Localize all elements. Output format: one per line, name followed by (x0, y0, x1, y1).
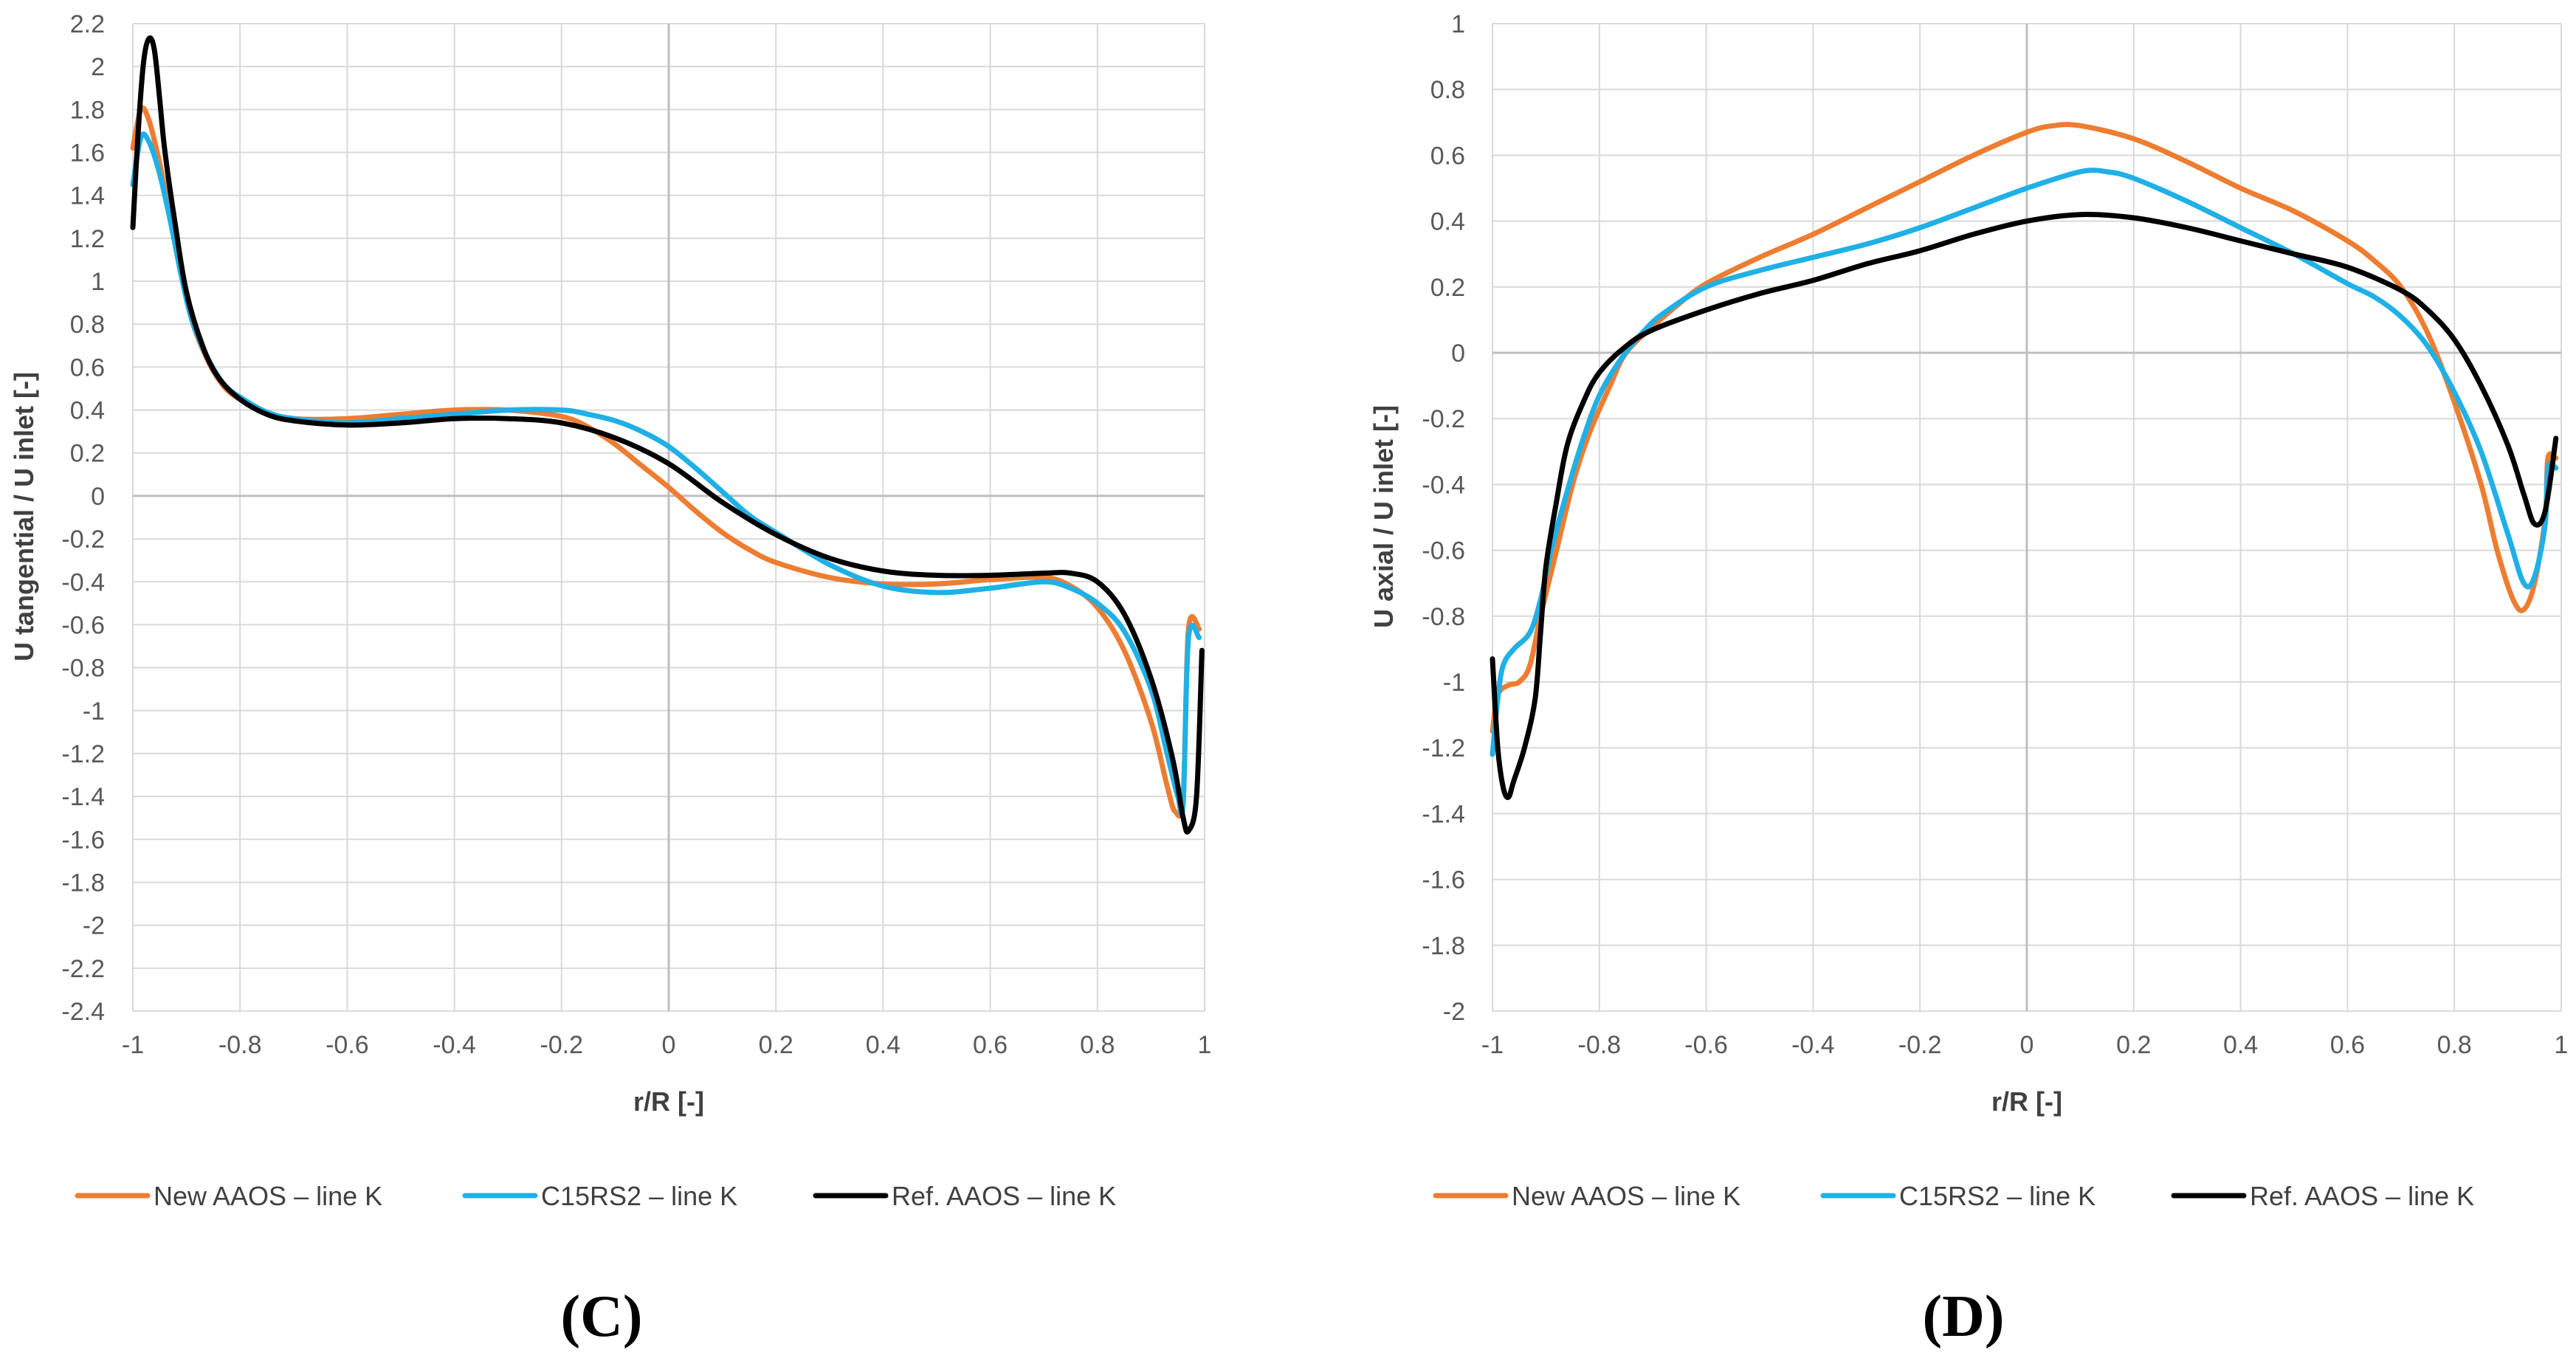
x-tick-label: -0.8 (1578, 1031, 1622, 1059)
x-tick-label: -1 (122, 1031, 144, 1059)
y-tick-label: -0.6 (1422, 537, 1465, 565)
chart-c: -1 -0.8 -0.6 -0.4 -0.2 0 0.2 0.4 0.6 0.8 1 2.2 2 1.8 1… (9, 10, 1211, 1349)
y-tick-label: 0.6 (70, 354, 105, 382)
y-tick-label: -0.2 (61, 525, 105, 554)
y-tick-label: 0.2 (1430, 274, 1465, 302)
y-tick-label: 1 (1451, 10, 1465, 38)
y-tick-label: 1.6 (70, 139, 105, 168)
x-tick-label: 0 (2020, 1031, 2034, 1059)
y-tick-label: -2 (83, 912, 105, 940)
y-tick-label: -0.6 (61, 611, 105, 639)
y-tick-label: 0.4 (70, 397, 105, 425)
x-tick-label: 0.2 (759, 1031, 793, 1059)
x-tick-label: -0.4 (1791, 1031, 1835, 1059)
x-tick-label: -0.6 (1684, 1031, 1728, 1059)
y-tick-label: -0.2 (1422, 405, 1465, 433)
y-tick-label: -1.2 (1422, 734, 1465, 762)
x-tick-label: 0.4 (2223, 1031, 2258, 1059)
panel-label: (C) (560, 1284, 642, 1349)
x-tick-label: -0.2 (1898, 1031, 1942, 1059)
y-tick-label: 1.8 (70, 96, 105, 124)
y-tick-label: 2 (91, 53, 105, 81)
y-tick-label: 0.8 (1430, 76, 1465, 104)
y-tick-label: 0 (1451, 340, 1465, 368)
x-tick-label: 0.2 (2116, 1031, 2151, 1059)
x-tick-label: -0.2 (540, 1031, 584, 1059)
y-tick-label: -1.4 (61, 783, 105, 811)
y-tick-label: -2.4 (61, 998, 105, 1026)
x-axis-title: r/R [-] (633, 1086, 704, 1117)
legend-label: C15RS2 – line K (541, 1181, 737, 1211)
x-tick-label: 0.8 (1080, 1031, 1115, 1059)
y-tick-label: -1.6 (61, 826, 105, 854)
y-tick-label: -1.8 (61, 869, 105, 897)
chart-d: -1 -0.8 -0.6 -0.4 -0.2 0 0.2 0.4 0.6 0.8 1 1 0.8 0.6 0… (1368, 10, 2568, 1349)
y-tick-label: -1 (1443, 669, 1465, 697)
y-tick-label: -1.2 (61, 740, 105, 768)
panel-label: (D) (1922, 1284, 2004, 1349)
x-tick-label: 1 (1198, 1031, 1212, 1059)
x-tick-label: -0.4 (433, 1031, 476, 1059)
y-tick-label: 0.8 (70, 311, 105, 339)
series-line (1490, 122, 2559, 734)
y-tick-label: -2 (1443, 998, 1465, 1026)
y-tick-label: -1 (83, 697, 105, 725)
y-tick-label: -2.2 (61, 955, 105, 983)
y-axis-title: U tangential / U inlet [-] (9, 372, 39, 661)
x-axis-title: r/R [-] (1991, 1086, 2062, 1117)
y-tick-label: 1.4 (70, 182, 105, 210)
legend-label: Ref. AAOS – line K (892, 1181, 1116, 1211)
legend-label: Ref. AAOS – line K (2250, 1181, 2474, 1211)
series-line (130, 131, 1202, 818)
y-tick-label: -1.4 (1422, 800, 1465, 828)
x-tick-label: -0.6 (326, 1031, 369, 1059)
x-tick-label: -0.8 (218, 1031, 262, 1059)
y-tick-label: 0.2 (70, 440, 105, 468)
y-tick-label: 0.4 (1430, 208, 1465, 236)
series-line (130, 35, 1205, 835)
y-tick-label: -0.8 (1422, 603, 1465, 631)
x-tick-label: 0 (662, 1031, 676, 1059)
x-tick-label: 0.6 (973, 1031, 1008, 1059)
x-tick-label: -1 (1481, 1031, 1504, 1059)
x-tick-label: 0.4 (866, 1031, 900, 1059)
y-tick-label: 2.2 (70, 10, 105, 38)
y-tick-label: 0.6 (1430, 142, 1465, 170)
y-tick-label: 1.2 (70, 225, 105, 253)
y-tick-label: -1.6 (1422, 866, 1465, 895)
series-line (1490, 212, 2559, 800)
legend-label: New AAOS – line K (1512, 1181, 1740, 1211)
y-tick-label: -0.4 (1422, 471, 1465, 499)
x-tick-label: 0.8 (2437, 1031, 2472, 1059)
y-axis-title: U axial / U inlet [-] (1368, 405, 1399, 628)
y-tick-label: 0 (91, 483, 105, 511)
y-tick-label: -1.8 (1422, 932, 1465, 960)
legend-label: C15RS2 – line K (1899, 1181, 2095, 1211)
x-tick-label: 1 (2555, 1031, 2569, 1059)
y-tick-label: -0.8 (61, 655, 105, 683)
series-line (1490, 168, 2559, 757)
legend-label: New AAOS – line K (154, 1181, 382, 1211)
y-tick-label: -0.4 (61, 568, 105, 596)
y-tick-label: 1 (91, 268, 105, 296)
x-tick-label: 0.6 (2330, 1031, 2365, 1059)
